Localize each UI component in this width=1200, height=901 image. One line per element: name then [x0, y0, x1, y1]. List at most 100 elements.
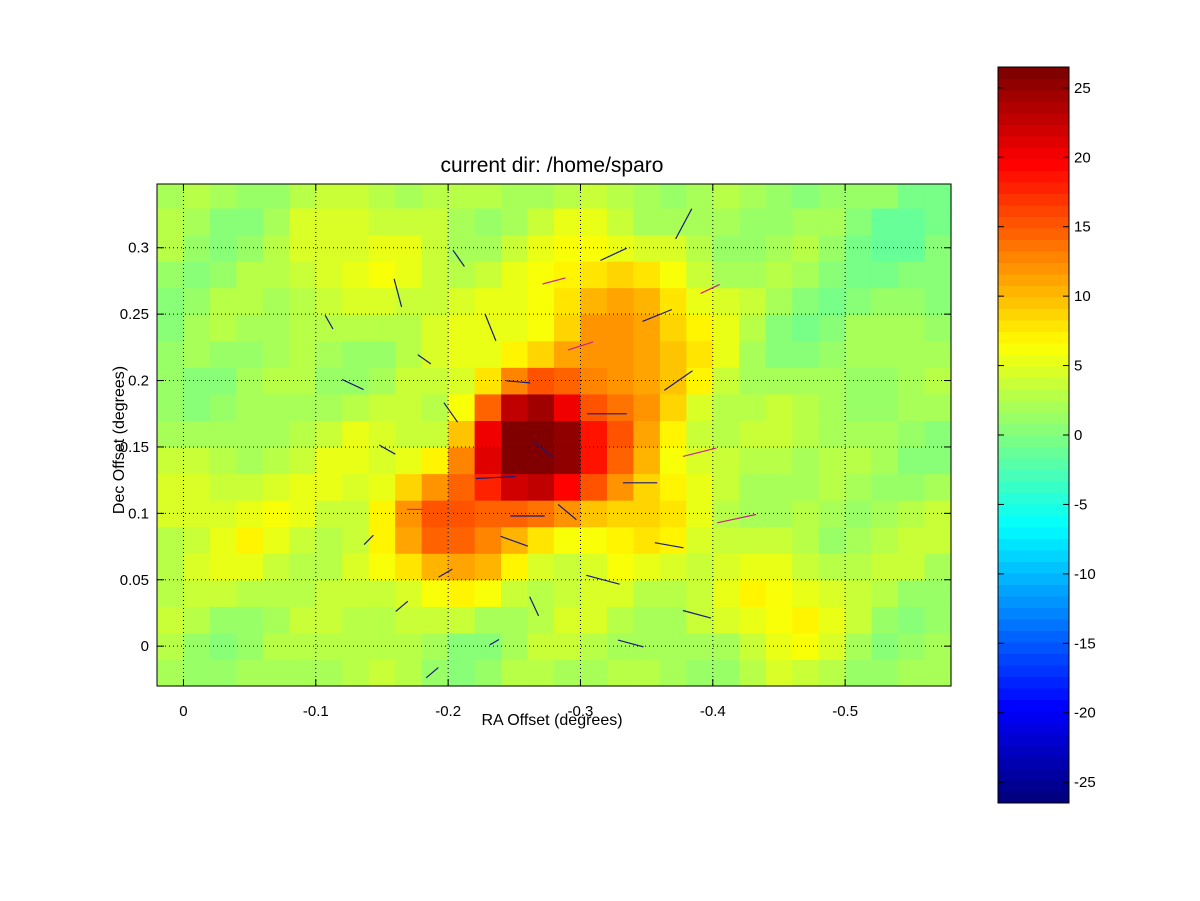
- heatmap-cell: [898, 500, 926, 528]
- heatmap-cell: [315, 340, 343, 368]
- heatmap-cell: [209, 184, 237, 209]
- heatmap-cell: [686, 659, 714, 687]
- heatmap-cell: [659, 420, 687, 448]
- heatmap-cell: [580, 261, 608, 289]
- heatmap-cell: [712, 606, 740, 634]
- heatmap-cell: [289, 526, 317, 554]
- polarization-vector: [395, 600, 409, 612]
- heatmap-cell: [845, 393, 873, 421]
- heatmap-cell: [157, 446, 185, 475]
- colorbar-tick-label: -5: [1074, 496, 1087, 513]
- heatmap-cell: [554, 473, 582, 501]
- polarization-vector: [438, 568, 453, 578]
- heatmap-cell: [501, 446, 529, 475]
- colorbar-segment: [998, 159, 1069, 171]
- colorbar-segment: [998, 435, 1069, 447]
- heatmap-cell: [765, 500, 793, 528]
- heatmap-cell: [157, 314, 185, 342]
- heatmap-cell: [845, 207, 873, 236]
- heatmap-cell: [527, 340, 555, 368]
- colorbar-segment: [998, 67, 1069, 79]
- heatmap-cell: [739, 314, 767, 342]
- heatmap-cell: [342, 367, 370, 395]
- heatmap-cell: [236, 314, 264, 342]
- heatmap-cell: [580, 553, 608, 581]
- colorbar-segment: [998, 515, 1069, 528]
- heatmap-cell: [739, 473, 767, 501]
- heatmap-cell: [183, 446, 211, 475]
- heatmap-cell: [739, 579, 767, 607]
- heatmap-cell: [527, 287, 555, 315]
- heatmap-cell: [818, 314, 846, 342]
- heatmap-cell: [474, 184, 502, 209]
- heatmap-cell: [395, 340, 423, 368]
- heatmap-cell: [448, 579, 476, 607]
- heatmap-cell: [368, 632, 396, 661]
- heatmap-cell: [315, 314, 343, 342]
- heatmap-cell: [659, 579, 687, 607]
- heatmap-cell: [474, 340, 502, 368]
- polarization-vector: [363, 534, 374, 546]
- heatmap-cell: [342, 287, 370, 315]
- heatmap-cell: [342, 234, 370, 262]
- heatmap-cell: [765, 234, 793, 262]
- colorbar-segment: [998, 354, 1069, 367]
- polarization-vector: [500, 535, 529, 547]
- colorbar-segment: [998, 297, 1069, 309]
- heatmap-cell: [739, 632, 767, 661]
- heatmap-cell: [421, 500, 449, 528]
- heatmap-cell: [554, 632, 582, 661]
- heatmap-cell: [236, 553, 264, 581]
- heatmap-cell: [262, 446, 290, 475]
- heatmap-cell: [157, 261, 185, 289]
- heatmap-cell: [209, 393, 237, 421]
- heatmap-cell: [183, 473, 211, 501]
- heatmap-cell: [554, 261, 582, 289]
- heatmap-cell: [606, 393, 634, 421]
- heatmap-cell: [342, 314, 370, 342]
- heatmap-cell: [898, 473, 926, 501]
- heatmap-cell: [342, 553, 370, 581]
- x-axis-label: RA Offset (degrees): [481, 712, 622, 729]
- heatmap-cell: [368, 367, 396, 395]
- heatmap-cell: [686, 500, 714, 528]
- heatmap-cell: [659, 340, 687, 368]
- heatmap-cell: [924, 314, 952, 342]
- heatmap-cell: [686, 207, 714, 236]
- colorbar-segment: [998, 205, 1069, 217]
- heatmap-cell: [448, 420, 476, 448]
- heatmap-cell: [765, 526, 793, 554]
- heatmap-cell: [712, 473, 740, 501]
- heatmap-cell: [421, 420, 449, 448]
- colorbar-segment: [998, 377, 1069, 390]
- heatmap-cell: [395, 526, 423, 554]
- heatmap-cell: [527, 659, 555, 687]
- heatmap-cell: [686, 420, 714, 448]
- polarization-vector: [567, 341, 594, 351]
- heatmap-cell: [209, 579, 237, 607]
- heatmap-cell: [792, 287, 820, 315]
- heatmap-cell: [342, 393, 370, 421]
- heatmap-cell: [157, 287, 185, 315]
- heatmap-cell: [368, 261, 396, 289]
- heatmap-cell: [209, 606, 237, 634]
- heatmap-cell: [845, 526, 873, 554]
- heatmap-cell: [633, 473, 661, 501]
- heatmap-cell: [395, 393, 423, 421]
- heatmap-cell: [686, 446, 714, 475]
- heatmap-cell: [606, 553, 634, 581]
- heatmap-cell: [368, 420, 396, 448]
- heatmap-cell: [501, 314, 529, 342]
- heatmap-cell: [659, 526, 687, 554]
- heatmap-cell: [183, 261, 211, 289]
- heatmap-cell: [765, 446, 793, 475]
- heatmap-cell: [818, 287, 846, 315]
- heatmap-cell: [183, 184, 211, 209]
- heatmap-cell: [686, 393, 714, 421]
- colorbar-tick-label: 20: [1074, 149, 1091, 166]
- heatmap-cell: [395, 261, 423, 289]
- polarization-vector: [506, 380, 531, 384]
- polarization-vector: [425, 667, 439, 679]
- heatmap-cell: [448, 393, 476, 421]
